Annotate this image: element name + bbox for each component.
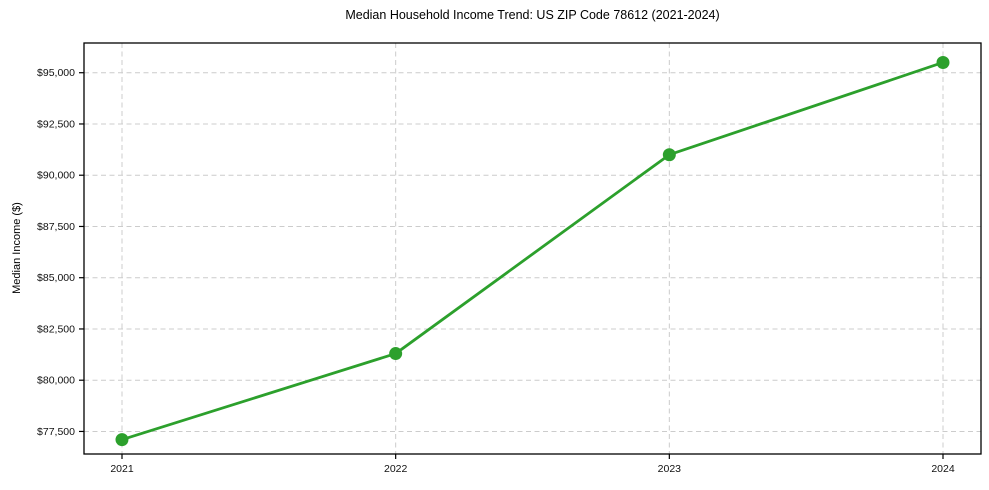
y-tick-label: $90,000 (37, 170, 75, 182)
y-tick-label: $77,500 (37, 426, 75, 438)
y-tick-label: $82,500 (37, 323, 75, 335)
data-point (389, 347, 403, 361)
chart-title: Median Household Income Trend: US ZIP Co… (345, 8, 720, 22)
y-tick-label: $80,000 (37, 375, 75, 387)
y-tick-label: $92,500 (37, 118, 75, 130)
x-tick-label: 2021 (110, 463, 134, 475)
y-tick-label: $85,000 (37, 272, 75, 284)
plot-border (83, 42, 982, 455)
x-tick-label: 2023 (658, 463, 682, 475)
data-point (115, 433, 129, 447)
data-line (120, 61, 945, 442)
data-point (662, 148, 676, 162)
x-tick-label: 2022 (384, 463, 408, 475)
data-point (936, 55, 950, 69)
y-tick-label: $95,000 (37, 67, 75, 79)
x-tick-label: 2024 (931, 463, 955, 475)
y-tick-label: $87,500 (37, 221, 75, 233)
